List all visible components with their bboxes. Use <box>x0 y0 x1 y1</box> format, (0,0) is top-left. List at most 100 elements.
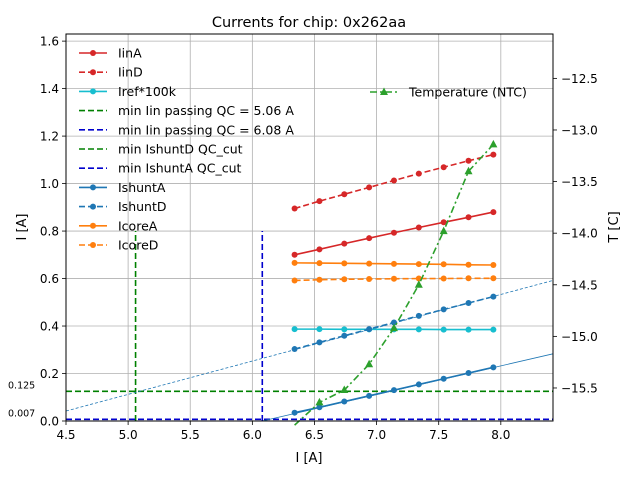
fit-lines <box>65 280 554 422</box>
series-6-point-0 <box>291 277 298 284</box>
series-1-point-6 <box>440 164 447 171</box>
series-2-point-7 <box>465 326 472 333</box>
series-6 <box>291 275 497 284</box>
legend-label-5: min IshuntD QC_cut <box>118 142 243 157</box>
series-4-point-7 <box>465 300 472 307</box>
series-5-point-4 <box>390 260 397 267</box>
legend-right: Temperature (NTC) <box>370 85 527 100</box>
y2-tick-label: −15.5 <box>561 381 598 395</box>
series-3-point-1 <box>316 404 323 411</box>
y2-tick-label: −13.0 <box>561 123 598 137</box>
series-6-point-3 <box>366 276 373 283</box>
series-7-point-5 <box>414 280 423 288</box>
series-0-point-3 <box>366 235 373 242</box>
series-1-point-0 <box>291 205 298 212</box>
legend-marker-r0 <box>380 87 388 95</box>
series-7-point-2 <box>340 385 349 394</box>
series-1 <box>291 151 497 212</box>
series-1-point-1 <box>316 198 323 205</box>
series-3 <box>291 364 497 416</box>
legend-label-8: IshuntD <box>118 199 167 214</box>
series-3-point-0 <box>291 409 298 416</box>
legend-marker-10 <box>90 242 96 248</box>
legend-label-7: IshuntA <box>118 180 166 195</box>
series-3-point-4 <box>390 387 397 394</box>
y-tick-label: 0.2 <box>40 367 59 381</box>
legend-label-6: min IshuntA QC_cut <box>118 161 242 176</box>
series-4-point-2 <box>341 332 348 339</box>
series-0 <box>291 209 497 258</box>
y2-tick-label: −14.0 <box>561 227 598 241</box>
annotations: 0.125 0.007 <box>8 380 35 419</box>
series-line-7 <box>294 143 494 426</box>
series-0-point-2 <box>341 240 348 247</box>
series-7-point-3 <box>365 359 374 368</box>
y-tick-label: 1.0 <box>40 177 59 191</box>
series-5-point-5 <box>415 261 422 268</box>
y2-tick-label: −15.0 <box>561 330 598 344</box>
x-axis-label: I [A] <box>295 451 322 466</box>
series-2-point-0 <box>291 326 298 333</box>
series-4-point-6 <box>440 306 447 313</box>
plot-frame <box>65 33 554 422</box>
series-5-point-1 <box>316 260 323 267</box>
series-5-point-0 <box>291 259 298 266</box>
series-6-point-7 <box>465 275 472 282</box>
legend-marker-8 <box>90 203 96 210</box>
series-3-point-7 <box>465 370 472 377</box>
series-0-point-1 <box>316 246 323 253</box>
series-1-point-8 <box>490 151 497 158</box>
legend-label-10: IcoreD <box>118 238 158 253</box>
legend-marker-7 <box>90 184 96 191</box>
series-6-point-4 <box>390 275 397 282</box>
series-1-point-7 <box>465 157 472 164</box>
y2-tick-label: −12.5 <box>561 72 598 86</box>
chart-title: Currents for chip: 0x262aa <box>212 15 406 31</box>
x-tick-label: 7.0 <box>367 428 386 442</box>
series-3-point-3 <box>366 392 373 399</box>
y-tick-label: 0.0 <box>40 415 59 429</box>
series-3-point-5 <box>415 381 422 388</box>
y-tick-label: 1.2 <box>40 130 59 144</box>
y2-tick-label: −13.5 <box>561 175 598 189</box>
x-tick-label: 6.5 <box>305 428 324 442</box>
series-1-point-5 <box>415 170 422 177</box>
series-6-point-2 <box>341 276 348 283</box>
series-6-point-6 <box>440 275 447 282</box>
legend-marker-2 <box>90 88 96 95</box>
legend-left: IinA IinD Iref*100k min Iin passing QC = 5.… <box>79 46 294 253</box>
legend-label-2: Iref*100k <box>118 84 177 99</box>
series-7-point-6 <box>439 226 448 235</box>
y-axis-label: I [A] <box>15 213 30 240</box>
series-5-point-7 <box>465 261 472 268</box>
x-tick-label: 7.5 <box>429 428 448 442</box>
x-tick-label: 5.0 <box>119 428 138 442</box>
series-0-point-6 <box>440 219 447 226</box>
y-tick-label: 0.8 <box>40 225 59 239</box>
series-7-point-4 <box>389 323 398 332</box>
series-0-point-4 <box>390 229 397 236</box>
x-axis: 4.5 5.0 5.5 6.0 6.5 7.0 7.5 8.0 <box>56 421 510 442</box>
y-axis-left: 0.0 0.2 0.4 0.6 0.8 1.0 1.2 1.4 1.6 <box>40 35 66 429</box>
series-1-point-4 <box>390 177 397 184</box>
series-5-point-8 <box>490 262 497 269</box>
series-2-point-2 <box>341 326 348 333</box>
series-5-point-2 <box>341 260 348 267</box>
series-5-point-3 <box>366 260 373 267</box>
series-0-point-8 <box>490 209 497 216</box>
series-5-point-6 <box>440 261 447 268</box>
series-3-point-6 <box>440 375 447 382</box>
legend-label-4: min Iin passing QC = 6.08 A <box>118 122 294 137</box>
x-tick-label: 5.5 <box>181 428 200 442</box>
series-4-point-5 <box>415 312 422 319</box>
series-4-point-0 <box>291 346 298 353</box>
grid <box>65 34 553 422</box>
legend-label-r0: Temperature (NTC) <box>408 85 527 100</box>
series-7-point-8 <box>489 139 498 148</box>
series-7 <box>294 139 498 426</box>
legend-label-0: IinA <box>118 46 142 61</box>
series-4-point-3 <box>366 326 373 333</box>
series-0-point-7 <box>465 214 472 221</box>
series-4 <box>291 293 497 353</box>
